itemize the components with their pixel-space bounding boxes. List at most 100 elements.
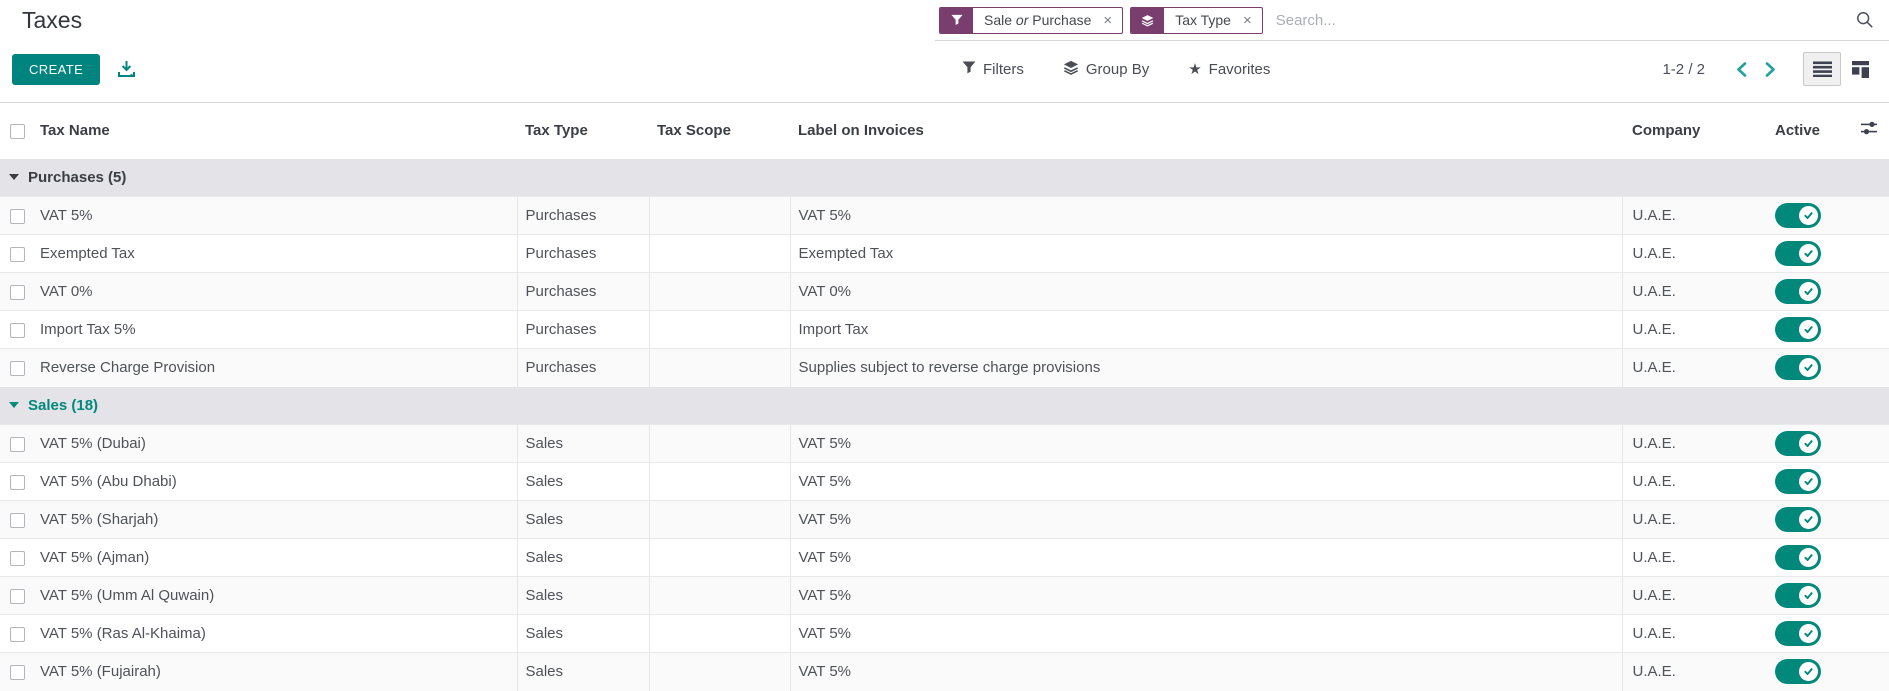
row-checkbox[interactable]: [10, 436, 25, 452]
facet-remove-button[interactable]: ×: [1242, 11, 1252, 29]
table-row[interactable]: VAT 5% (Fujairah) Sales VAT 5% U.A.E.: [0, 652, 1889, 691]
group-label: Sales (18): [28, 396, 99, 414]
active-toggle[interactable]: [1775, 431, 1821, 456]
optional-columns-icon[interactable]: [1859, 121, 1879, 136]
column-header-label-on-invoices[interactable]: Label on Invoices: [798, 122, 924, 140]
cell-tax-name: VAT 5% (Ajman): [34, 538, 518, 577]
table-row[interactable]: VAT 5% (Dubai) Sales VAT 5% U.A.E.: [0, 424, 1889, 463]
cell-tax-name: VAT 5% (Ras Al-Khaima): [34, 614, 518, 653]
cell-company: U.A.E.: [1622, 462, 1767, 501]
column-header-company[interactable]: Company: [1632, 122, 1701, 140]
active-toggle[interactable]: [1775, 203, 1821, 228]
cell-tax-type: Sales: [517, 538, 650, 577]
search-facet-sale-or-purchase: Sale or Purchase ×: [939, 6, 1124, 34]
toggle-knob: [1799, 662, 1818, 682]
pager-next-button[interactable]: [1756, 61, 1785, 77]
cell-company: U.A.E.: [1622, 348, 1767, 387]
cell-tax-name: VAT 0%: [34, 272, 518, 311]
cell-company: U.A.E.: [1622, 424, 1767, 463]
facet-remove-button[interactable]: ×: [1103, 11, 1113, 29]
table-body: Purchases (5) VAT 5% Purchases VAT 5% U.A.E.…: [0, 158, 1889, 691]
cell-tax-scope: [649, 462, 791, 501]
active-toggle[interactable]: [1775, 583, 1821, 608]
table-row[interactable]: VAT 5% Purchases VAT 5% U.A.E.: [0, 196, 1889, 235]
active-toggle[interactable]: [1775, 659, 1821, 685]
active-toggle[interactable]: [1775, 355, 1821, 381]
cell-tax-scope: [649, 234, 791, 273]
cell-company: U.A.E.: [1622, 538, 1767, 577]
active-toggle[interactable]: [1775, 317, 1821, 342]
active-toggle[interactable]: [1775, 469, 1821, 494]
filters-button[interactable]: Filters: [956, 60, 1030, 79]
kanban-view-button[interactable]: [1841, 52, 1879, 86]
kanban-icon: [1851, 60, 1869, 78]
table-row[interactable]: Reverse Charge Provision Purchases Supplie…: [0, 348, 1889, 387]
table-row[interactable]: VAT 0% Purchases VAT 0% U.A.E.: [0, 272, 1889, 311]
toggle-knob: [1799, 244, 1818, 263]
layers-icon: [1063, 60, 1079, 79]
export-icon[interactable]: [117, 60, 136, 78]
active-toggle[interactable]: [1775, 545, 1821, 570]
cell-tax-scope: [649, 196, 791, 235]
search-icon[interactable]: [1856, 11, 1889, 29]
favorites-button[interactable]: ★ Favorites: [1182, 60, 1276, 79]
create-button[interactable]: CREATE: [12, 53, 101, 85]
row-checkbox[interactable]: [10, 664, 25, 680]
row-checkbox[interactable]: [10, 550, 25, 566]
active-toggle[interactable]: [1775, 621, 1821, 646]
cell-tax-type: Sales: [517, 576, 650, 615]
filter-icon: [940, 7, 973, 33]
active-toggle[interactable]: [1775, 279, 1821, 304]
table-row[interactable]: VAT 5% (Ajman) Sales VAT 5% U.A.E.: [0, 538, 1889, 577]
search-input[interactable]: [1269, 10, 1849, 30]
toggle-knob: [1799, 510, 1818, 529]
row-checkbox[interactable]: [10, 246, 25, 262]
cell-tax-name: Reverse Charge Provision: [34, 348, 518, 387]
group-row-purchases[interactable]: Purchases (5): [0, 158, 1889, 197]
row-checkbox[interactable]: [10, 360, 25, 376]
table-row[interactable]: VAT 5% (Umm Al Quwain) Sales VAT 5% U.A.E.: [0, 576, 1889, 615]
table-row[interactable]: VAT 5% (Abu Dhabi) Sales VAT 5% U.A.E.: [0, 462, 1889, 501]
column-header-tax-name[interactable]: Tax Name: [40, 122, 110, 140]
table-row[interactable]: VAT 5% (Sharjah) Sales VAT 5% U.A.E.: [0, 500, 1889, 539]
row-checkbox[interactable]: [10, 512, 25, 528]
column-header-tax-type[interactable]: Tax Type: [525, 122, 588, 140]
cell-label-on-invoices: VAT 5%: [790, 462, 1623, 501]
row-checkbox[interactable]: [10, 284, 25, 300]
toggle-knob: [1799, 548, 1818, 567]
table-row[interactable]: Exempted Tax Purchases Exempted Tax U.A.E.: [0, 234, 1889, 273]
column-header-tax-scope[interactable]: Tax Scope: [657, 122, 731, 140]
column-header-active[interactable]: Active: [1775, 122, 1821, 140]
cell-label-on-invoices: Import Tax: [790, 310, 1623, 349]
cell-tax-scope: [649, 652, 791, 691]
table-row[interactable]: Import Tax 5% Purchases Import Tax U.A.E.: [0, 310, 1889, 349]
pager-range[interactable]: 1-2 / 2: [1662, 60, 1705, 78]
toggle-knob: [1799, 586, 1818, 605]
cell-tax-scope: [649, 500, 791, 539]
list-icon: [1812, 61, 1832, 77]
cell-company: U.A.E.: [1622, 196, 1767, 235]
table-row[interactable]: VAT 5% (Ras Al-Khaima) Sales VAT 5% U.A.E.: [0, 614, 1889, 653]
row-checkbox[interactable]: [10, 626, 25, 642]
cell-company: U.A.E.: [1622, 310, 1767, 349]
cell-label-on-invoices: VAT 5%: [790, 652, 1623, 691]
row-checkbox[interactable]: [10, 208, 25, 224]
active-toggle[interactable]: [1775, 241, 1821, 266]
search-bar: Sale or Purchase × Tax Type ×: [935, 0, 1889, 41]
cell-tax-scope: [649, 538, 791, 577]
group-by-button[interactable]: Group By: [1057, 59, 1155, 80]
pager-previous-button[interactable]: [1727, 61, 1756, 77]
row-checkbox[interactable]: [10, 474, 25, 490]
active-toggle[interactable]: [1775, 507, 1821, 532]
cell-label-on-invoices: Exempted Tax: [790, 234, 1623, 273]
row-checkbox[interactable]: [10, 588, 25, 604]
control-bar: CREATE Filters: [0, 41, 1889, 97]
cell-tax-type: Sales: [517, 462, 650, 501]
list-view-button[interactable]: [1803, 52, 1841, 86]
row-checkbox[interactable]: [10, 322, 25, 338]
cell-label-on-invoices: VAT 5%: [790, 614, 1623, 653]
cell-company: U.A.E.: [1622, 576, 1767, 615]
select-all-checkbox[interactable]: [10, 123, 25, 139]
group-row-sales[interactable]: Sales (18): [0, 386, 1889, 425]
cell-label-on-invoices: VAT 5%: [790, 576, 1623, 615]
